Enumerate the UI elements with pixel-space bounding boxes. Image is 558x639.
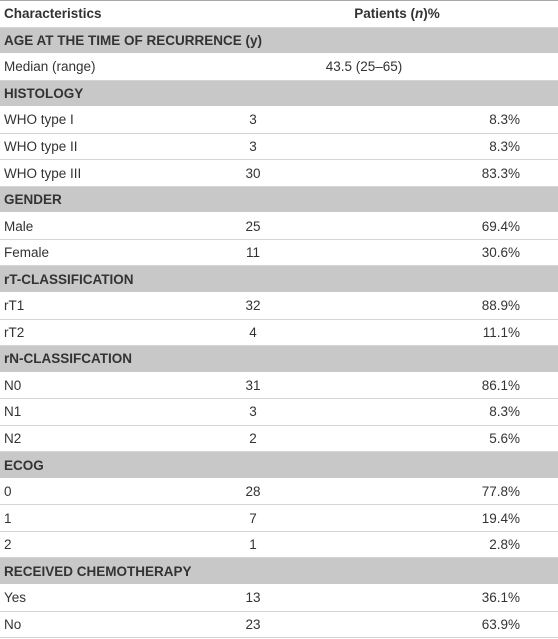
patient-percent: 77.8% [481,484,520,500]
table-row: Female 11 30.6% [0,240,558,267]
patient-count: 7 [249,510,257,526]
patient-count: 23 [245,616,261,632]
header-italic: n [415,6,424,22]
patient-count: 4 [249,324,257,340]
patient-percent: 5.6% [489,431,520,447]
header-cell: Characteristics [4,6,102,22]
row-label: WHO type II [4,139,78,154]
header-row: Characteristics Patients (n)% [0,1,558,28]
table-row: 1 7 19.4% [0,505,558,532]
table-row: WHO type II 3 8.3% [0,134,558,161]
header-cell: Patients (n)% [170,6,558,21]
patient-count: 3 [249,112,257,128]
patient-percent: 86.1% [481,377,520,393]
row-label: No [4,616,22,632]
section-header: RECEIVED CHEMOTHERAPY [0,558,558,586]
row-value: 43.5 (25–65) [325,59,403,75]
table-row: Median (range) 43.5 (25–65) [0,54,558,81]
patient-percent: 63.9% [481,616,520,632]
row-label: N0 [4,377,22,393]
table-row: rT2 4 11.1% [0,320,558,347]
row-label: Median (range) [4,59,96,75]
table-row: 0 28 77.8% [0,479,558,506]
patient-percent: 30.6% [481,245,520,261]
patient-percent: 8.3% [489,139,520,154]
row-label: rT1 [4,298,25,314]
patient-count: 3 [249,139,257,154]
row-label: N1 [4,404,22,420]
table-row: WHO type III 30 83.3% [0,160,558,187]
patient-percent: 8.3% [489,112,520,128]
row-label: Male [4,218,34,234]
section-header: AGE AT THE TIME OF RECURRENCE (y) [0,27,558,55]
row-label: Female [4,245,50,261]
section-header: ECOG [0,452,558,479]
patient-count: 2 [249,431,257,447]
row-label: 1 [4,510,12,526]
patient-percent: 36.1% [481,590,520,606]
row-label: rT2 [4,324,25,340]
table-row: 2 1 2.8% [0,532,558,559]
section-header: HISTOLOGY [0,80,558,108]
header-text: )% [423,6,440,22]
table-row: Yes 13 36.1% [0,585,558,612]
patient-percent: 11.1% [482,324,520,340]
patient-percent: 88.9% [481,298,520,314]
row-label: 2 [4,537,12,553]
table-row: rT1 32 88.9% [0,293,558,320]
patient-percent: 19.4% [481,510,520,526]
table-row: N2 2 5.6% [0,426,558,453]
section-header: GENDER [0,186,558,214]
row-label: N2 [4,431,22,447]
header-text: Patients ( [354,6,415,22]
patient-percent: 8.3% [489,404,520,420]
row-label: WHO type III [4,165,82,181]
patient-count: 1 [249,537,257,553]
patient-percent: 2.8% [489,537,520,553]
patient-count: 31 [245,377,261,393]
patient-count: 28 [245,484,261,500]
row-label: 0 [4,484,12,500]
patient-percent: 69.4% [481,218,520,234]
table-row: N0 31 86.1% [0,373,558,400]
patient-count: 32 [245,298,261,314]
table-row: No 23 63.9% [0,612,558,639]
patient-count: 25 [245,218,261,234]
patient-count: 30 [245,165,261,181]
patient-count: 3 [249,404,257,420]
row-label: WHO type I [4,112,74,128]
section-header: rT-CLASSIFICATION [0,266,558,294]
table-row: N1 3 8.3% [0,399,558,426]
patient-percent: 83.3% [481,165,520,181]
section-header: rN-CLASSIFCATION [0,346,558,373]
table-row: WHO type I 3 8.3% [0,107,558,134]
table-row: Male 25 69.4% [0,213,558,240]
patient-count: 13 [245,590,261,606]
row-label: Yes [4,590,27,606]
patient-count: 11 [245,245,260,261]
